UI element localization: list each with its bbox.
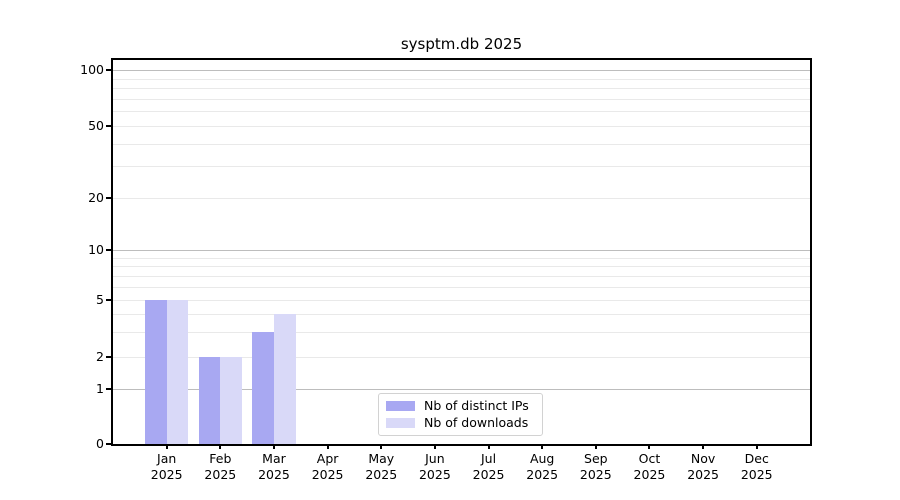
y-tick-mark	[106, 388, 111, 390]
minor-gridline	[113, 357, 810, 358]
y-tick-label: 20	[88, 190, 104, 205]
y-tick-mark	[106, 249, 111, 251]
minor-gridline	[113, 111, 810, 113]
y-tick-label: 50	[88, 118, 104, 133]
legend: Nb of distinct IPs Nb of downloads	[378, 393, 543, 436]
y-tick-label: 5	[96, 292, 104, 307]
y-tick-label: 0	[96, 436, 104, 451]
minor-gridline	[113, 331, 810, 333]
minor-gridline	[113, 275, 810, 277]
minor-gridline	[113, 266, 810, 268]
minor-gridline	[113, 126, 810, 127]
x-tick-label-jun: Jun 2025	[418, 451, 451, 482]
y-tick-mark	[106, 299, 111, 301]
legend-item-downloads: Nb of downloads	[386, 416, 542, 430]
y-tick-mark	[106, 197, 111, 199]
minor-gridline	[113, 166, 810, 168]
minor-gridline	[113, 286, 810, 288]
x-tick-mark	[702, 444, 705, 449]
y-tick-label: 2	[96, 349, 104, 364]
y-tick-mark	[106, 356, 111, 358]
bar-distinct-ips-feb	[198, 357, 221, 444]
minor-gridline	[113, 98, 810, 100]
minor-gridline	[113, 198, 810, 199]
x-tick-label-jul: Jul 2025	[472, 451, 505, 482]
x-tick-mark	[755, 444, 758, 449]
bar-distinct-ips-mar	[252, 331, 274, 444]
minor-gridline	[113, 300, 810, 301]
chart-title: sysptm.db 2025	[400, 35, 523, 53]
y-tick-label: 1	[96, 381, 104, 396]
minor-gridline	[113, 257, 810, 259]
legend-label: Nb of distinct IPs	[424, 398, 529, 413]
bar-downloads-jan	[166, 300, 189, 444]
y-tick-mark	[106, 69, 111, 71]
plot-area	[111, 58, 812, 446]
x-tick-label-mar: Mar 2025	[258, 451, 290, 482]
x-tick-mark	[326, 444, 329, 449]
legend-swatch-downloads	[386, 418, 415, 428]
minor-gridline	[113, 313, 810, 315]
y-tick-mark	[106, 443, 111, 445]
x-tick-label-sep: Sep 2025	[579, 451, 612, 482]
x-tick-mark	[272, 444, 275, 449]
x-tick-label-dec: Dec 2025	[740, 451, 773, 482]
x-tick-mark	[380, 444, 383, 449]
major-gridline	[113, 250, 810, 251]
x-tick-mark	[433, 444, 436, 449]
bar-downloads-mar	[273, 313, 296, 444]
x-tick-label-may: May 2025	[365, 451, 398, 482]
minor-gridline	[113, 143, 810, 145]
x-tick-label-apr: Apr 2025	[311, 451, 344, 482]
x-tick-mark	[594, 444, 597, 449]
x-tick-label-oct: Oct 2025	[633, 451, 666, 482]
y-tick-label: 100	[80, 62, 104, 77]
x-tick-mark	[648, 444, 651, 449]
legend-label: Nb of downloads	[424, 415, 529, 430]
x-tick-label-aug: Aug 2025	[526, 451, 559, 482]
x-tick-mark	[487, 444, 490, 449]
minor-gridline	[113, 78, 810, 80]
major-gridline	[113, 70, 810, 71]
x-tick-mark	[165, 444, 168, 449]
x-tick-label-feb: Feb 2025	[204, 451, 237, 482]
x-tick-mark	[541, 444, 544, 449]
x-tick-mark	[219, 444, 222, 449]
x-tick-label-jan: Jan 2025	[150, 451, 183, 482]
bar-downloads-feb	[220, 357, 243, 444]
legend-item-distinct-ips: Nb of distinct IPs	[386, 399, 542, 413]
major-gridline	[113, 389, 810, 390]
y-tick-mark	[106, 125, 111, 127]
x-tick-label-nov: Nov 2025	[687, 451, 719, 482]
bar-distinct-ips-jan	[145, 300, 167, 444]
minor-gridline	[113, 88, 810, 90]
legend-swatch-distinct-ips	[386, 401, 415, 411]
y-tick-label: 10	[88, 242, 104, 257]
